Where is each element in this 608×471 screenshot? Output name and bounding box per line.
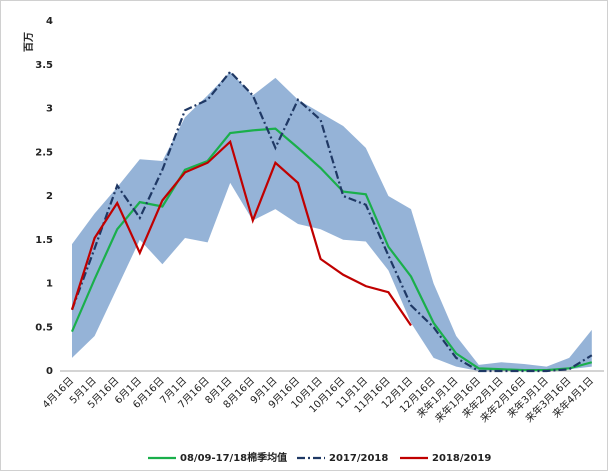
y-tick-label: 4 <box>46 16 53 27</box>
y-tick-label: 3 <box>46 104 53 115</box>
y-tick-label: 1 <box>46 279 53 290</box>
legend-label: 2018/2019 <box>432 453 491 464</box>
legend-label: 2017/2018 <box>329 453 388 464</box>
series-line <box>70 127 593 372</box>
series-line <box>70 70 593 373</box>
y-unit: 百万 <box>23 32 35 52</box>
series-line <box>70 139 412 327</box>
y-tick-label: 2 <box>46 191 53 202</box>
y-tick-label: 2.5 <box>35 147 53 158</box>
legend-label: 08/09-17/18棉季均值 <box>180 451 287 464</box>
y-tick-label: 0 <box>46 366 53 377</box>
range-band <box>72 71 592 371</box>
y-tick-label: 3.5 <box>35 60 53 71</box>
y-tick-label: 0.5 <box>35 322 53 333</box>
y-tick-label: 1.5 <box>35 235 53 246</box>
